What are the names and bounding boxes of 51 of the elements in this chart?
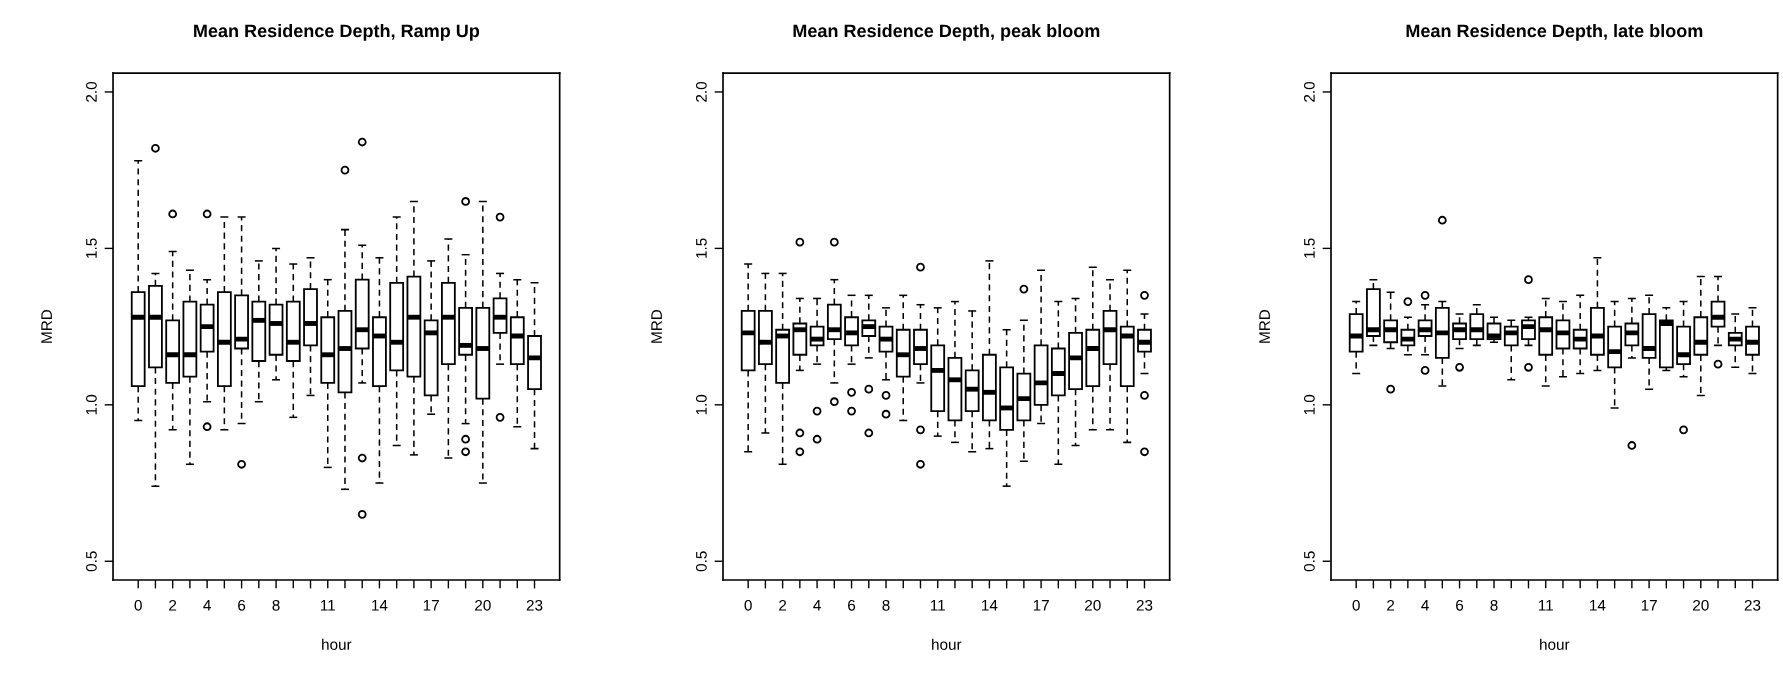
y-tick-label: 0.5	[695, 551, 707, 572]
x-tick-label: 23	[1136, 599, 1153, 611]
x-tick-label: 2	[779, 599, 787, 611]
x-tick-label: 17	[1641, 600, 1657, 611]
chart-title: Mean Residence Depth, late bloom	[1406, 23, 1703, 41]
x-tick-label: 0	[134, 599, 142, 611]
y-axis-title: MRD	[651, 309, 662, 343]
x-tick-label: 8	[882, 599, 890, 611]
x-tick-label: 20	[475, 599, 491, 611]
x-tick-label: 6	[238, 599, 246, 611]
x-tick-label: 4	[203, 600, 211, 611]
y-tick-label: 1.5	[1304, 238, 1315, 258]
y-tick-label: 0.5	[1303, 551, 1315, 572]
x-tick-label: 6	[848, 599, 856, 611]
x-tick-label: 2	[1387, 599, 1395, 611]
chart-title: Mean Residence Depth, peak bloom	[793, 23, 1100, 41]
y-tick-label: 1.5	[86, 238, 97, 258]
chart-title: Mean Residence Depth, Ramp Up	[194, 23, 480, 41]
x-tick-label: 17	[423, 600, 439, 611]
x-axis-title: hour	[1540, 638, 1570, 650]
x-tick-label: 23	[526, 599, 543, 611]
x-tick-label: 14	[372, 600, 388, 611]
x-tick-label: 0	[744, 599, 752, 611]
y-tick-label: 1.0	[86, 394, 97, 415]
x-tick-label: 20	[1085, 599, 1101, 611]
x-tick-label: 23	[1744, 599, 1761, 611]
x-tick-label: 4	[1421, 600, 1429, 611]
x-tick-label: 6	[1456, 599, 1464, 611]
y-axis-title: MRD	[41, 309, 52, 343]
x-axis-title: hour	[932, 638, 962, 650]
x-tick-label: 17	[1033, 600, 1049, 611]
x-tick-label: 4	[813, 600, 821, 611]
x-tick-label: 2	[169, 599, 177, 611]
y-tick-label: 2.0	[695, 81, 707, 102]
y-tick-label: 1.5	[696, 238, 707, 258]
x-axis-title: hour	[322, 638, 352, 650]
y-tick-label: 0.5	[86, 551, 97, 572]
y-tick-label: 1.0	[1303, 394, 1315, 415]
y-axis-title: MRD	[1259, 309, 1270, 343]
y-tick-label: 2.0	[86, 81, 97, 102]
x-tick-label: 0	[1352, 599, 1360, 611]
x-tick-label: 11	[1538, 600, 1553, 611]
x-tick-label: 11	[320, 600, 335, 611]
y-tick-label: 1.0	[695, 394, 707, 415]
x-tick-label: 14	[982, 600, 998, 611]
y-tick-label: 2.0	[1303, 81, 1315, 102]
x-tick-label: 11	[930, 600, 945, 611]
x-tick-label: 8	[272, 599, 280, 611]
x-tick-label: 8	[1490, 599, 1498, 611]
x-tick-label: 14	[1590, 600, 1606, 611]
x-tick-label: 20	[1693, 599, 1709, 611]
